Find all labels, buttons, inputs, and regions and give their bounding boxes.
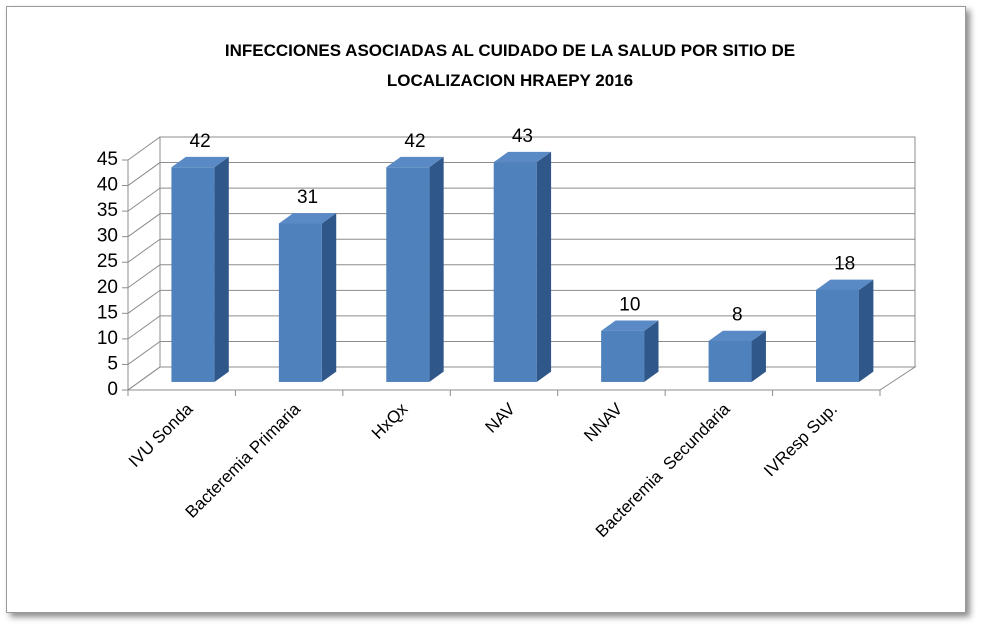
bar xyxy=(816,289,859,382)
bar-side xyxy=(536,151,552,382)
grid-line xyxy=(127,340,915,365)
bar-top xyxy=(816,279,874,290)
grid-line xyxy=(127,315,915,340)
bar xyxy=(386,167,430,382)
y-tick-label: 35 xyxy=(97,200,118,221)
y-tick-label: 25 xyxy=(97,251,118,272)
grid-line xyxy=(127,289,915,314)
y-tick-label: 45 xyxy=(97,149,118,170)
bar-top xyxy=(493,151,552,163)
bar-side xyxy=(321,213,337,382)
bar-side xyxy=(858,279,874,382)
value-label: 8 xyxy=(732,305,743,326)
bar-top xyxy=(278,213,337,224)
value-label: 18 xyxy=(834,254,855,275)
y-tick-label: 15 xyxy=(97,302,118,323)
grid-line xyxy=(127,366,915,391)
grid-line xyxy=(127,136,915,161)
y-tick-label: 20 xyxy=(97,277,118,298)
bar-side xyxy=(429,156,444,382)
y-tick-label: 0 xyxy=(107,379,118,400)
grid-line xyxy=(127,187,915,212)
bar xyxy=(278,223,322,382)
chart-title: INFECCIONES ASOCIADAS AL CUIDADO DE LA S… xyxy=(224,41,796,90)
grid-line xyxy=(127,238,915,263)
grid-line xyxy=(127,264,915,289)
y-tick-label: 40 xyxy=(97,175,118,196)
x-tick-label: NNAV xyxy=(580,399,626,445)
bar-top xyxy=(601,320,659,331)
x-tick-label: IVResp Sup. xyxy=(760,399,841,480)
value-label: 42 xyxy=(190,131,211,152)
bar-side xyxy=(751,330,766,382)
grid-line xyxy=(127,213,915,238)
y-tick-label: 30 xyxy=(97,226,118,247)
value-label: 42 xyxy=(404,131,425,152)
value-label: 43 xyxy=(512,126,533,147)
x-tick-label: IVU Sonda xyxy=(125,399,197,471)
x-tick-label: Bacteremia Primaria xyxy=(182,399,305,522)
bar-top xyxy=(386,156,444,168)
bar xyxy=(171,167,215,382)
value-label: 10 xyxy=(619,294,640,315)
bar-top xyxy=(708,330,766,342)
value-label: 31 xyxy=(297,187,318,208)
bar-top xyxy=(171,156,229,168)
y-tick-label: 5 xyxy=(107,353,118,374)
bar xyxy=(708,341,752,382)
chart-frame xyxy=(6,6,966,613)
grid-line xyxy=(127,162,915,186)
y-tick-label: 10 xyxy=(97,328,118,349)
bar-side xyxy=(644,320,659,382)
bar-side xyxy=(214,156,229,382)
x-tick-label: NAV xyxy=(482,399,520,437)
x-tick-label: HxQx xyxy=(368,399,412,443)
bar xyxy=(493,162,537,382)
bar xyxy=(601,330,645,382)
